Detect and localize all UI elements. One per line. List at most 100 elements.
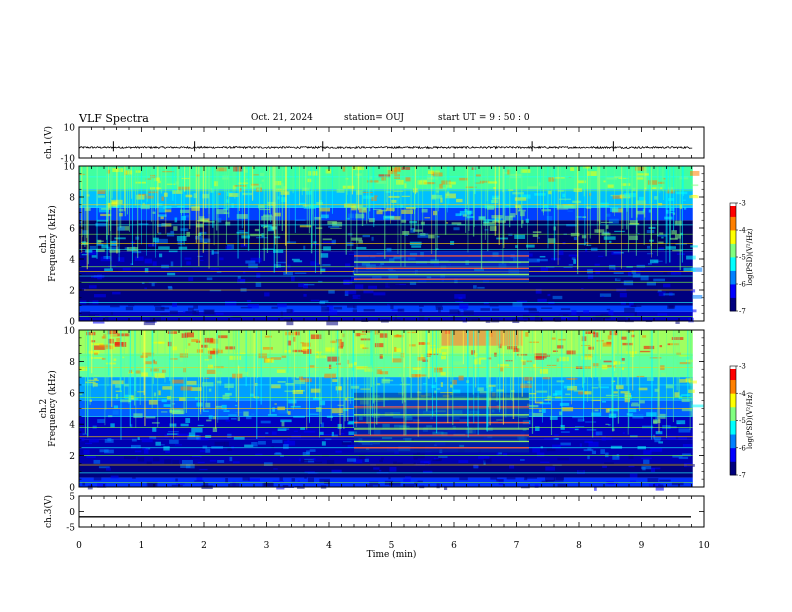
spectrogram-cell (577, 418, 585, 422)
spectrogram-cell (605, 423, 609, 425)
spectrogram-cell (553, 438, 559, 440)
spectrogram-cell (577, 243, 587, 245)
spectrogram-cell (647, 180, 658, 185)
spectrogram-cell (223, 207, 229, 211)
spectrogram-cell (362, 347, 369, 350)
spectrogram-cell (219, 257, 224, 261)
colorbar-cell (730, 429, 736, 432)
spectrogram-cell (216, 271, 222, 273)
spectrogram-cell (378, 209, 387, 212)
spectrogram-cell (666, 436, 676, 440)
colorbar-tick-label: -5 (739, 254, 746, 262)
colorbar-cell (730, 297, 736, 300)
spectrogram-cell (485, 471, 490, 477)
spectrogram-cell (239, 188, 242, 192)
spectrogram-cell (174, 276, 187, 280)
spectrogram-cell (507, 346, 518, 350)
spectrogram-cell (674, 392, 680, 398)
spectrogram-cell (278, 410, 289, 414)
spectrogram-cell (291, 478, 296, 482)
spectrogram-cell (373, 467, 380, 470)
spectrogram-cell (159, 253, 163, 258)
spectrogram-cell (188, 343, 191, 346)
spectrogram-hotspot (441, 330, 523, 346)
spectrogram-cell (232, 185, 236, 190)
spectrogram-cell (303, 459, 316, 462)
spectrogram-cell (675, 320, 680, 324)
spectrogram-cell (440, 392, 452, 394)
y-tick-label: 10 (64, 124, 76, 134)
spectrogram-cell (664, 216, 673, 220)
colorbar-cell (730, 418, 736, 421)
spectrogram-cell (145, 178, 152, 180)
spectrogram-cell (286, 309, 293, 314)
spectrogram-cell (629, 302, 634, 307)
spectrogram-cell (692, 294, 703, 299)
spectrogram-cell (224, 294, 234, 298)
spectrogram-cell (243, 411, 249, 417)
spectrogram-cell (604, 462, 614, 465)
spectrogram-cell (86, 250, 98, 256)
spectrogram-cell (101, 357, 106, 360)
spectrogram-cell (610, 445, 623, 449)
spectrogram-cell (184, 298, 189, 301)
spectrogram-cell (303, 349, 312, 354)
spectrogram-cell (280, 419, 292, 423)
spectrogram-cell (451, 222, 462, 225)
spectrogram-cell (163, 404, 171, 407)
spectrogram-cell (586, 429, 597, 431)
spectrogram-cell (560, 431, 570, 433)
spectrogram-cell (608, 424, 611, 426)
spectrogram-cell (172, 302, 178, 308)
spectrogram-cell (617, 317, 626, 322)
spectrogram-cell (574, 426, 585, 428)
spectrogram-cell (110, 312, 114, 316)
spectrogram-cell (678, 456, 689, 460)
spectrogram-cell (514, 234, 526, 239)
spectrogram-cell (188, 432, 196, 437)
spectrogram-cell (240, 306, 252, 309)
y-tick-label: 4 (69, 421, 75, 431)
spectrogram-cell (646, 245, 651, 249)
colorbar-cell (730, 376, 736, 379)
spectrogram-cell (556, 292, 560, 294)
spectrogram-cell (137, 437, 140, 440)
spectrogram-cell (562, 364, 568, 366)
spectrogram-cell (149, 317, 161, 322)
spectrogram-cell (107, 269, 119, 272)
colorbar-cell (730, 245, 736, 248)
spectrogram-cell (452, 379, 457, 385)
colorbar-cell (730, 305, 736, 309)
spectrogram-cell (413, 457, 418, 460)
spectrogram-cell (133, 413, 143, 418)
spectrogram-cell (172, 459, 180, 465)
spectrogram-cell (225, 435, 235, 438)
spectrogram-cell (392, 358, 403, 363)
spectrogram-cell (483, 219, 490, 224)
spectrogram-cell (332, 379, 339, 383)
spectrogram-cell (143, 449, 149, 454)
spectrogram-cell (324, 373, 336, 379)
spectrogram-cell (631, 270, 637, 274)
spectrogram-cell (93, 352, 98, 356)
spectrogram-cell (379, 469, 382, 472)
spectrogram-cell (141, 438, 153, 443)
spectrogram-cell (145, 195, 154, 199)
spectrogram-cell (303, 284, 315, 286)
spectrogram-cell (302, 204, 311, 207)
spectrogram-cell (650, 467, 656, 473)
spectrogram-cell (323, 246, 331, 251)
spectrogram-cell (331, 431, 334, 436)
spectrogram-cell (402, 231, 410, 235)
spectrogram-cell (603, 236, 616, 240)
spectrogram-cell (187, 434, 199, 440)
spectrogram-cell (608, 264, 616, 270)
spectrogram-cell (640, 275, 649, 281)
spectrogram-cell (229, 456, 233, 462)
spectrogram-cell (657, 202, 663, 206)
spectrogram-cell (572, 416, 584, 419)
spectrogram-cell (665, 384, 673, 389)
spectrogram-cell (536, 237, 540, 239)
spectrogram-cell (515, 472, 521, 477)
spectrogram-cell (89, 245, 96, 250)
